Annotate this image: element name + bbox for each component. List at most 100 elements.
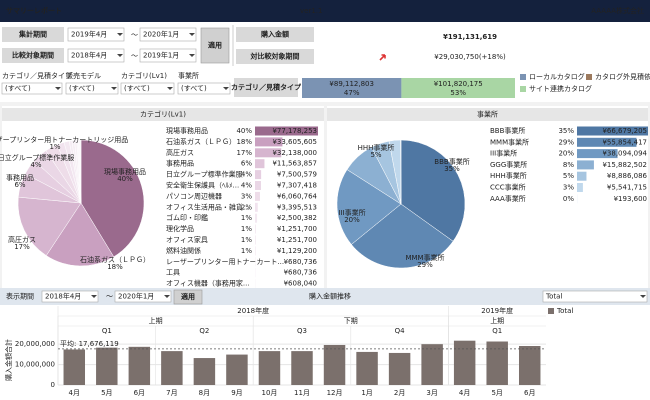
label-box — [236, 27, 314, 42]
dropdown-value: 2019年4月 — [71, 30, 107, 39]
row-name: パソコン周辺機器 — [166, 191, 222, 200]
label-box — [2, 48, 64, 63]
x-tick-label: 3月 — [426, 389, 437, 397]
dropdown[interactable] — [41, 290, 99, 303]
bar — [161, 351, 183, 385]
legend-label: サイト連携カタログ — [529, 84, 592, 93]
pie-label-name: レーザープリンター用トナーカートリッジ用品 — [0, 135, 128, 144]
row-name: レーザープリンター用トナーカート... — [166, 257, 284, 266]
label: 対比較対象期間 — [250, 52, 300, 61]
dropdown[interactable] — [139, 27, 197, 42]
row-name: 理化学品 — [166, 224, 194, 233]
row-amount: ¥15,882,502 — [602, 161, 647, 169]
dropdown[interactable] — [542, 290, 648, 303]
apply-button[interactable] — [200, 27, 230, 64]
legend-label: カタログ外見積依頼 — [595, 72, 650, 81]
row-amount: ¥1,251,700 — [277, 225, 317, 233]
pie-slice — [80, 139, 145, 258]
x-tick-label: 9月 — [231, 389, 242, 397]
quarter-label: Q4 — [395, 327, 406, 335]
bar — [226, 354, 248, 385]
dropdown-value: (すべて) — [5, 85, 31, 93]
half-label: 下期 — [344, 317, 358, 325]
dropdown[interactable] — [114, 290, 172, 303]
version: ver1.1 — [300, 7, 322, 15]
row-pct: 3% — [563, 184, 574, 192]
y-tick-label: 0 — [51, 381, 55, 389]
apply-button[interactable] — [173, 289, 203, 305]
row-name: III事業所 — [490, 149, 517, 158]
dropdown-value: (すべて) — [124, 85, 150, 93]
label: 購入金額 — [260, 30, 289, 39]
dropdown-value: (すべて) — [181, 85, 207, 93]
pie-label-name: BBB事業所 — [434, 157, 469, 166]
x-tick-label: 10月 — [262, 389, 278, 397]
pie-label-pct: 29% — [417, 261, 433, 269]
row-pct: 5% — [563, 172, 574, 180]
x-tick-label: 4月 — [459, 389, 470, 397]
row-bar — [255, 257, 256, 267]
dropdown[interactable] — [1, 82, 63, 95]
quarter-label: Q3 — [297, 327, 307, 335]
bar — [193, 358, 216, 385]
row-pct: 3% — [241, 192, 252, 200]
header-bar — [0, 0, 650, 22]
row-amount: ¥38,094,094 — [602, 150, 647, 158]
panel-title: 事業所 — [477, 110, 498, 119]
segment-pct: 47% — [344, 89, 360, 97]
row-amount: ¥608,040 — [284, 280, 317, 288]
label: 比較対象期間 — [12, 51, 54, 60]
dropdown-arrow — [189, 33, 195, 36]
dropdown[interactable] — [120, 82, 175, 95]
row-bar — [255, 191, 260, 201]
row-bar — [577, 183, 583, 192]
pie-label-pct: 4% — [30, 161, 41, 169]
pie-label-pct: 35% — [444, 165, 460, 173]
pie-label-pct: 20% — [344, 216, 360, 224]
type-segment — [401, 78, 515, 98]
dropdown-value: 2018年4月 — [45, 292, 81, 301]
dropdown[interactable] — [177, 82, 231, 95]
row-name: 日立グループ標準作業服 — [166, 170, 243, 179]
x-tick-label: 8月 — [199, 389, 210, 397]
pie-label-name: 石油系ガス（ＬＰＧ） — [80, 255, 150, 264]
row-amount: ¥7,500,579 — [277, 171, 317, 179]
kpi-amount: ¥191,131,619 — [443, 33, 497, 41]
row-pct: 0% — [563, 195, 574, 203]
dropdown-arrow — [640, 295, 646, 298]
pie-slice — [79, 139, 82, 204]
row-name: 現場事務用品 — [166, 126, 208, 135]
row-bar — [577, 149, 618, 159]
row-name: 工具 — [166, 269, 180, 277]
row-name: 燃料油関係 — [166, 246, 201, 255]
dropdown[interactable] — [139, 48, 197, 63]
legend-label: Total — [556, 307, 573, 315]
panel-header — [327, 108, 648, 121]
bar — [518, 346, 541, 385]
row-bar — [255, 170, 262, 180]
row-bar — [577, 171, 587, 181]
kpi-compare: ¥29,030,750(+18%) — [434, 53, 506, 61]
bar — [128, 346, 151, 385]
row-pct: 1% — [241, 225, 252, 233]
legend-swatch — [548, 308, 554, 314]
segment-amount: ¥101,820,175 — [434, 80, 483, 88]
label-box — [236, 49, 314, 64]
x-tick-label: 12月 — [327, 389, 343, 397]
dropdown[interactable] — [67, 27, 125, 42]
row-name: BBB事業所 — [490, 126, 525, 135]
dropdown[interactable] — [67, 48, 125, 63]
segment-amount: ¥89,112,803 — [329, 80, 374, 88]
dropdown-value: 2018年4月 — [71, 51, 107, 60]
filter-label: カテゴリ／見積タイプ — [2, 71, 72, 80]
label: カテゴリ／見積タイプ — [231, 83, 302, 92]
row-amount: ¥680,736 — [284, 269, 318, 277]
y-tick-label: 20,000,000 — [15, 340, 55, 348]
row-pct: 1% — [241, 214, 252, 222]
row-name: 安全衛生保護具（ﾍﾙﾒ... — [166, 181, 239, 190]
pie-label-name: 高圧ガス — [8, 235, 36, 244]
dropdown[interactable] — [65, 82, 119, 95]
row-bar — [577, 126, 648, 136]
row-amount: ¥6,060,764 — [277, 192, 318, 200]
